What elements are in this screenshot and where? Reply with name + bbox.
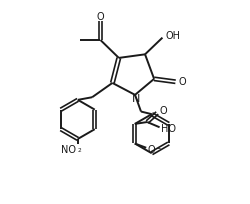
Text: N: N	[132, 94, 140, 104]
Text: O: O	[146, 145, 154, 155]
Text: $_2$: $_2$	[77, 146, 82, 155]
Text: O: O	[96, 12, 104, 22]
Text: −: −	[154, 144, 160, 153]
Text: O: O	[158, 106, 166, 116]
Text: OH: OH	[165, 31, 180, 41]
Text: NO: NO	[61, 145, 76, 155]
Text: HO: HO	[160, 124, 175, 134]
Text: O: O	[178, 77, 185, 87]
